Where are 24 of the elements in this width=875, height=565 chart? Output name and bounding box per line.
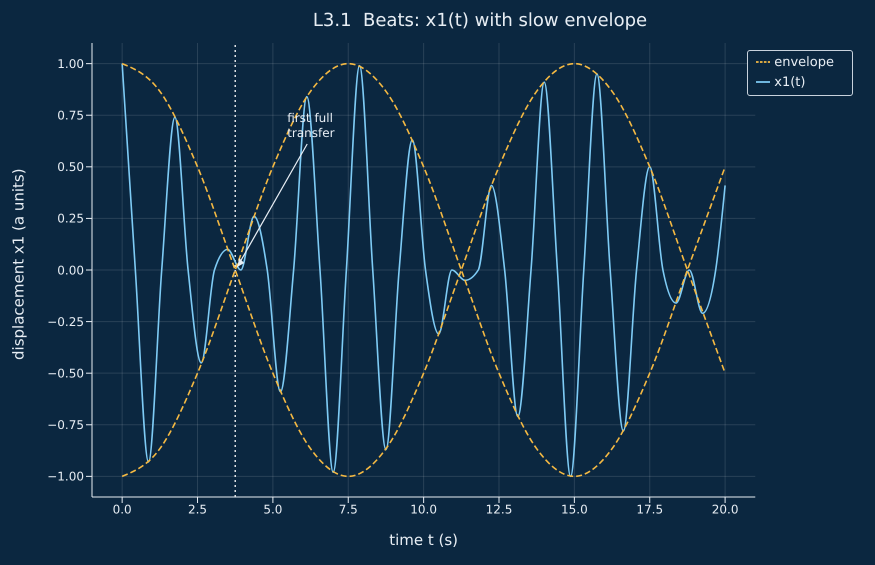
line-series bbox=[121, 62, 726, 478]
y-tick-label: 0.25 bbox=[57, 212, 84, 226]
x-axis-title: time t (s) bbox=[389, 531, 458, 549]
chart-title: L3.1 Beats: x1(t) with slow envelope bbox=[312, 10, 648, 31]
y-tick-label: −1.00 bbox=[47, 470, 84, 484]
legend-label: x1(t) bbox=[774, 75, 806, 90]
y-tick-label: −0.50 bbox=[47, 366, 84, 380]
y-tick-label: 0.50 bbox=[57, 160, 84, 174]
y-axis-title: displacement x1 (a units) bbox=[9, 168, 28, 360]
y-tick-label: 0.00 bbox=[57, 263, 84, 278]
x-tick-label: 12.5 bbox=[486, 502, 512, 517]
y-tick-label: −0.25 bbox=[47, 314, 84, 329]
x-tick-label: 15.0 bbox=[561, 502, 588, 517]
x-tick-label: 20.0 bbox=[712, 502, 738, 517]
x-tick-label: 17.5 bbox=[636, 502, 664, 517]
y-tick-label: −0.75 bbox=[47, 418, 84, 432]
x-tick-label: 7.5 bbox=[338, 502, 358, 517]
y-tick-label: 1.00 bbox=[57, 56, 84, 71]
y-tick-label: 0.75 bbox=[57, 108, 84, 122]
x-tick-label: 5.0 bbox=[263, 502, 282, 517]
x-tick-label: 0.0 bbox=[112, 502, 132, 517]
x-tick-label: 10.0 bbox=[410, 502, 437, 517]
x-tick-label: 2.5 bbox=[188, 502, 208, 517]
legend-label: envelope bbox=[774, 55, 834, 70]
